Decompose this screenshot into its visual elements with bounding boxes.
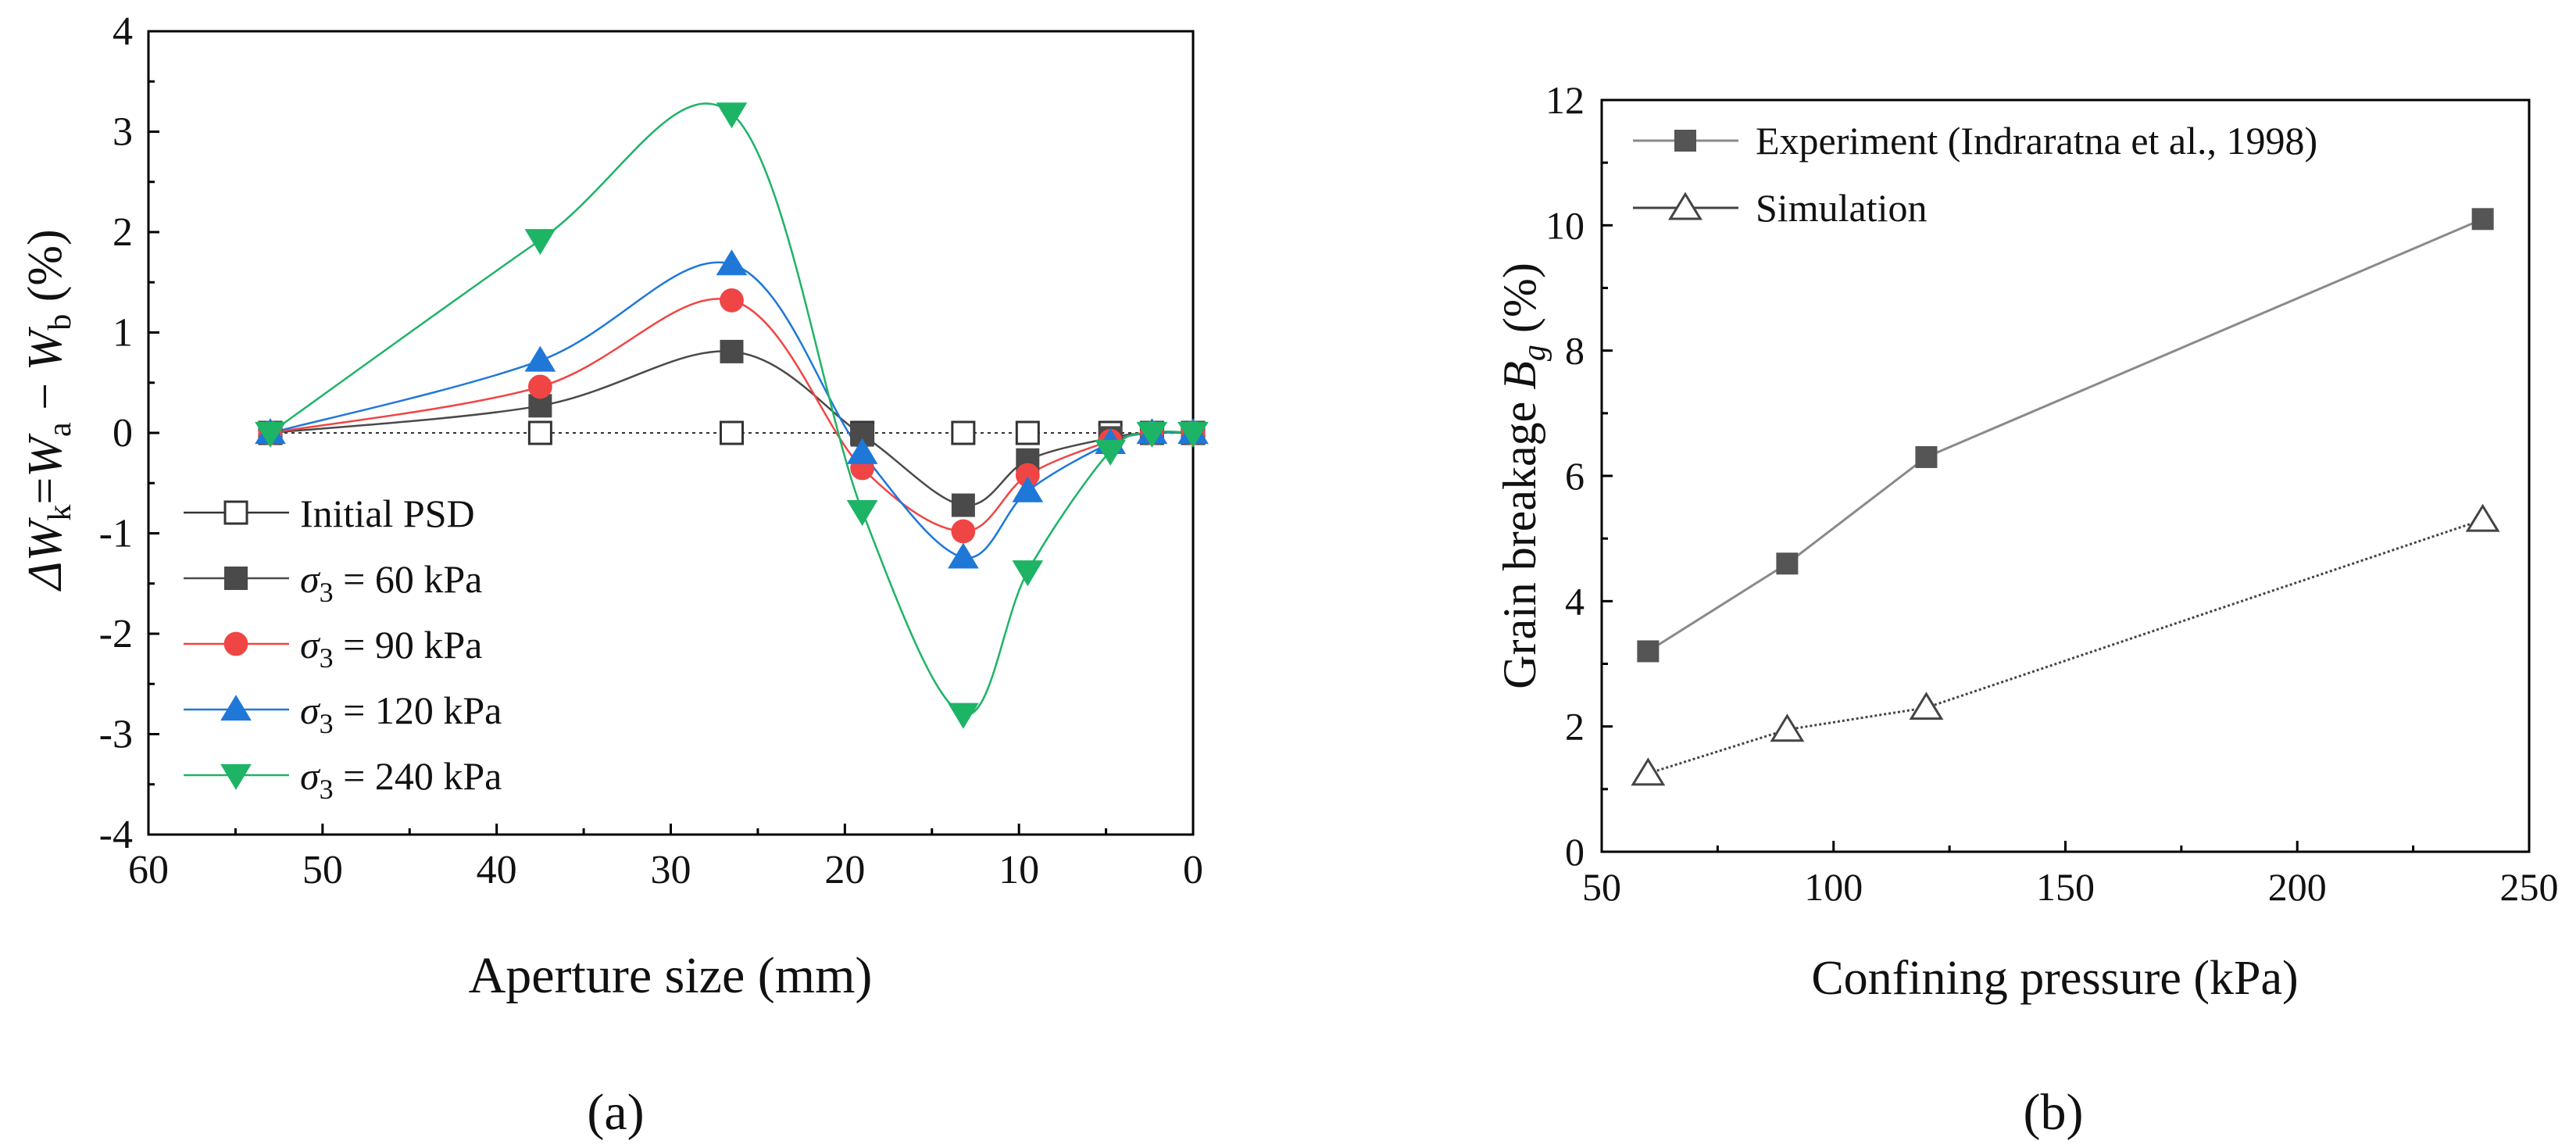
panel-b-x-tick-label: 50 bbox=[1582, 865, 1621, 909]
panel-b-y-tick-label: 8 bbox=[1565, 329, 1585, 373]
panel-a-legend-label: σ3 = 90 kPa bbox=[300, 623, 482, 674]
panel-a-y-axis-label: ΔWk=Wa − Wb (%) bbox=[19, 229, 78, 592]
panel-b-y-tick-label: 0 bbox=[1565, 830, 1585, 874]
panel-a-data-point bbox=[524, 229, 556, 256]
panel-a-legend-marker bbox=[224, 567, 248, 590]
panel-b-x-axis-label: Confining pressure (kPa) bbox=[1811, 952, 2298, 1005]
panel-a-y-tick-label: -1 bbox=[99, 512, 133, 556]
panel-a-x-tick-label: 20 bbox=[824, 848, 865, 892]
panel-a-data-point bbox=[846, 438, 878, 464]
panel-a-x-tick-label: 30 bbox=[651, 848, 691, 892]
panel-a-legend-label: σ3 = 240 kPa bbox=[300, 754, 502, 805]
panel-a-data-point bbox=[719, 420, 744, 445]
panel-a-data-point bbox=[948, 542, 979, 569]
panel-a-data-point bbox=[1136, 421, 1168, 448]
panel-a-data-point bbox=[951, 519, 976, 544]
panel-b-series-line bbox=[1647, 217, 2484, 652]
panel-b-data-point bbox=[2465, 503, 2500, 532]
panel-a-data-point bbox=[527, 420, 552, 445]
panel-b-y-tick-label: 4 bbox=[1565, 579, 1585, 623]
panel-b-x-tick-label: 250 bbox=[2500, 865, 2559, 909]
panel-b-x-tick-label: 200 bbox=[2268, 865, 2327, 909]
panel-b-x-tick-label: 100 bbox=[1804, 865, 1863, 909]
panel-a-y-tick-label: 2 bbox=[113, 210, 133, 255]
panel-a-y-tick-label: -3 bbox=[99, 713, 133, 757]
panel-b-y-tick-label: 12 bbox=[1545, 78, 1585, 122]
panel-a-legend-label: σ3 = 60 kPa bbox=[300, 557, 482, 608]
panel-a-chart: ΔWk=Wa − Wb (%) Aperture size (mm) (a) 6… bbox=[19, 9, 1209, 1141]
panel-b-series-line bbox=[1647, 518, 2484, 775]
panel-a-legend-marker bbox=[220, 695, 252, 721]
panel-b-y-tick-label: 2 bbox=[1565, 705, 1585, 749]
panel-a-y-tick-label: 1 bbox=[113, 311, 133, 356]
panel-b-data-point bbox=[1637, 640, 1660, 663]
panel-a-x-tick-label: 0 bbox=[1183, 848, 1203, 892]
panel-a-y-tick-label: 0 bbox=[113, 411, 133, 456]
panel-a-data-point bbox=[527, 374, 552, 399]
panel-a-y-tick-label: -2 bbox=[99, 612, 133, 656]
panel-a-data-point bbox=[720, 288, 744, 313]
panel-b-data-point bbox=[2471, 208, 2494, 231]
panel-a-data-point bbox=[1015, 463, 1040, 488]
panel-a-data-point bbox=[846, 500, 878, 527]
panel-a-data-point bbox=[720, 339, 744, 363]
panel-a-x-tick-label: 40 bbox=[477, 848, 517, 892]
panel-b-plot-frame bbox=[1600, 98, 2531, 853]
panel-a-legend-label: σ3 = 120 kPa bbox=[300, 688, 502, 739]
panel-a-x-tick-label: 50 bbox=[302, 848, 343, 892]
panel-a-data-point bbox=[1177, 421, 1209, 448]
panel-a-legend-marker bbox=[220, 763, 252, 790]
panel-b-y-axis-label: Grain breakage Bg (%) bbox=[1494, 263, 1552, 689]
panel-a-data-point bbox=[1012, 476, 1044, 502]
panel-b-data-point bbox=[1915, 445, 1938, 468]
panel-a-data-point bbox=[1015, 420, 1040, 445]
panel-b-x-tick-label: 150 bbox=[2036, 865, 2095, 909]
panel-a-data-point bbox=[1012, 560, 1044, 587]
panel-b-data-point bbox=[1631, 757, 1666, 786]
panel-a-legend-label: Initial PSD bbox=[300, 492, 475, 535]
panel-a-data-point bbox=[716, 102, 748, 129]
panel-b-data-point bbox=[1776, 552, 1799, 575]
panel-b-legend-marker bbox=[1668, 191, 1702, 220]
panel-b-legend-label: Experiment (Indraratna et al., 1998) bbox=[1756, 119, 2317, 163]
panel-b-legend-marker bbox=[1674, 130, 1696, 152]
panel-a-legend-marker bbox=[223, 631, 248, 656]
panel-a-label: (a) bbox=[587, 1084, 644, 1141]
panel-a-x-tick-label: 60 bbox=[128, 848, 169, 892]
panel-a-y-tick-label: 4 bbox=[113, 9, 133, 54]
panel-a-data-point bbox=[716, 249, 748, 276]
panel-a-data-point bbox=[524, 345, 556, 372]
panel-a-data-point bbox=[948, 702, 979, 729]
panel-a-data-point bbox=[951, 493, 975, 517]
panel-a-data-point bbox=[255, 421, 286, 448]
panel-b-data-point bbox=[1770, 713, 1805, 742]
panel-b-label: (b) bbox=[2024, 1084, 2084, 1141]
panel-b-y-tick-label: 10 bbox=[1545, 203, 1585, 247]
panel-b-chart: Grain breakage Bg (%) Confining pressure… bbox=[1494, 78, 2559, 1141]
panel-a-legend-marker bbox=[223, 500, 248, 525]
panel-a-y-tick-label: 3 bbox=[113, 110, 133, 155]
panel-a-y-tick-label: -4 bbox=[99, 813, 133, 857]
panel-b-y-tick-label: 6 bbox=[1565, 454, 1585, 498]
panel-a-x-tick-label: 10 bbox=[999, 848, 1039, 892]
panel-a-x-axis-label: Aperture size (mm) bbox=[469, 947, 873, 1004]
panel-b-data-point bbox=[1909, 692, 1944, 720]
panel-b-legend-label: Simulation bbox=[1756, 186, 1927, 230]
panel-a-data-point bbox=[1095, 439, 1126, 467]
panel-a-data-point bbox=[951, 420, 976, 445]
